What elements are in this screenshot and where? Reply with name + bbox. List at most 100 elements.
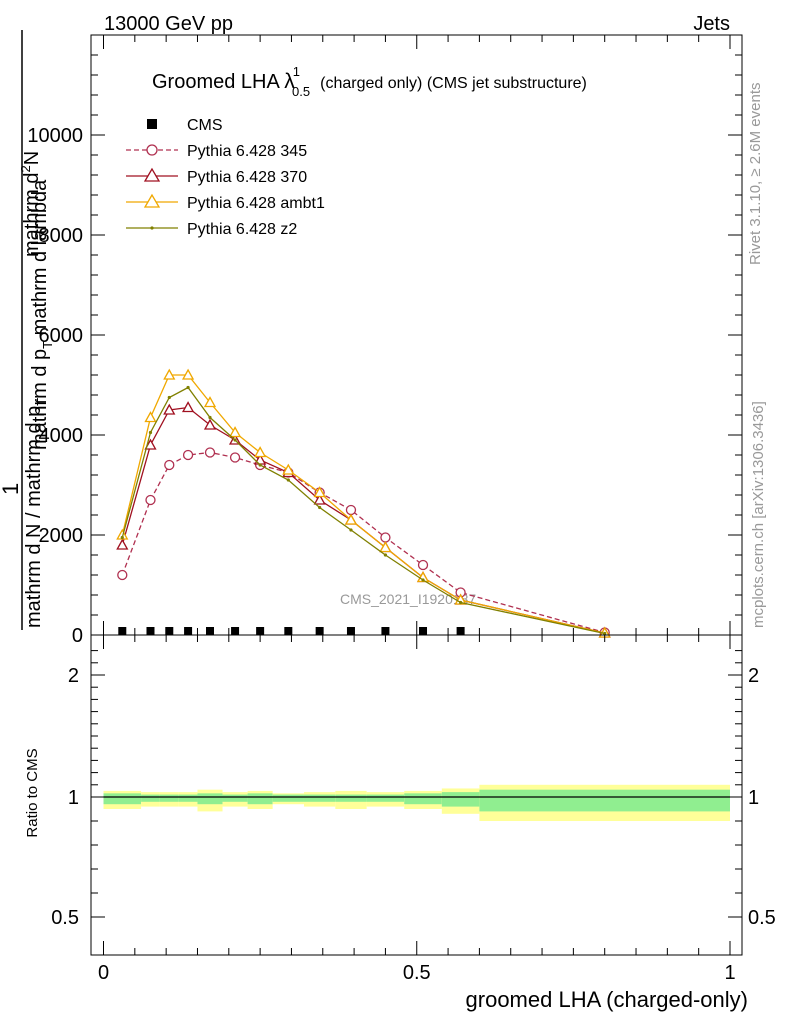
series-point-z2	[148, 430, 153, 435]
ratio-band-inner	[159, 794, 179, 802]
main-ytick-label: 8000	[39, 225, 84, 247]
main-ytick-label: 2000	[39, 525, 84, 547]
series-point-z2	[459, 600, 463, 605]
legend-label-cms: CMS	[187, 117, 223, 134]
ratio-band-inner	[197, 793, 223, 805]
ratio-band-inner	[247, 793, 273, 805]
series-point-ambt1	[344, 513, 358, 525]
ratio-band-inner	[404, 793, 442, 805]
series-point-cms	[346, 627, 355, 635]
ratio-ytick-label-right: 0.5	[748, 907, 776, 929]
series-point-cms	[284, 627, 293, 635]
series-point-z2	[258, 463, 262, 467]
main-ytick-label: 6000	[39, 325, 84, 347]
ylabel-one: 1	[0, 483, 23, 495]
ylabel-num1: mathrm d2N	[18, 151, 43, 257]
x-tick-label: 1	[724, 962, 735, 984]
series-point-z2	[120, 535, 124, 540]
series-point-z2	[603, 631, 607, 636]
series-point-ambt1	[203, 396, 217, 408]
ratio-band-inner	[366, 794, 405, 802]
legend-label-p345: Pythia 6.428 345	[187, 143, 307, 160]
series-point-p345	[229, 452, 241, 463]
series-point-z2	[233, 438, 237, 442]
ylabel-num2: mathrm d N / mathrm d pT	[23, 398, 49, 628]
ratio-ytick-label: 1	[68, 787, 79, 809]
series-point-cms	[206, 627, 215, 635]
series-point-p345	[204, 447, 216, 458]
header-right: Jets	[693, 13, 730, 35]
series-point-cms	[118, 627, 127, 635]
series-point-z2	[349, 528, 353, 532]
series-point-p345	[345, 504, 357, 516]
ratio-band-inner	[103, 793, 142, 805]
plot-title: Groomed LHA λ1 0.5 (charged only) (CMS jet…	[152, 64, 587, 99]
y-axis-label-main: 1 mathrm d2N mathrm d pT mathrm d lambda…	[0, 30, 55, 630]
legend-label-z2: Pythia 6.428 z2	[187, 221, 297, 238]
series-point-z2	[167, 395, 171, 400]
series-point-cms	[315, 627, 324, 635]
side-label-top: Rivet 3.1.10, ≥ 2.6M events	[747, 83, 764, 266]
series-point-p345	[117, 569, 128, 581]
series-point-cms	[419, 627, 428, 635]
series-point-ambt1	[313, 486, 326, 498]
legend-marker-ambt1	[143, 193, 161, 208]
legend-marker-cms	[147, 119, 157, 129]
main-panel: 0 2000 4000 6000 8000 10000 CMS_2021_I1920187…	[27, 34, 743, 647]
series-point-cms	[165, 627, 174, 635]
series-point-p345	[380, 532, 391, 543]
series-point-cms	[146, 627, 155, 635]
legend-marker-z2	[150, 226, 154, 230]
legend-label-ambt1: Pythia 6.428 ambt1	[187, 195, 325, 212]
series-point-ambt1	[144, 411, 157, 423]
series-point-z2	[286, 478, 290, 482]
series-point-p370	[181, 401, 195, 413]
series-point-cms	[231, 627, 240, 635]
series-point-ambt1	[379, 541, 392, 553]
legend-marker-p345	[146, 144, 158, 156]
legend-label-p370: Pythia 6.428 370	[187, 169, 307, 186]
series-point-ambt1	[282, 463, 295, 475]
series-point-cms	[381, 627, 390, 635]
series-point-z2	[318, 505, 322, 510]
series-point-p345	[164, 459, 175, 471]
main-ytick-label: 0	[72, 625, 83, 647]
series-point-p345	[417, 559, 429, 571]
series-point-ambt1	[228, 426, 242, 438]
series-point-p370	[116, 538, 129, 550]
main-ytick-label: 4000	[39, 425, 84, 447]
ratio-ytick-label-right: 2	[748, 665, 759, 687]
x-tick-label: 0.5	[403, 962, 431, 984]
main-ytick-label: 10000	[27, 125, 83, 147]
series-point-z2	[186, 385, 190, 390]
ratio-ytick-label-right: 1	[748, 787, 759, 809]
ratio-band-inner	[441, 792, 480, 807]
legend: CMS Pythia 6.428 345 Pythia 6.428 370 Pythi…	[126, 117, 325, 238]
watermark: CMS_2021_I1920187	[340, 591, 476, 607]
series-point-p370	[313, 493, 326, 505]
ratio-band-inner	[335, 794, 367, 802]
series-point-p370	[144, 438, 157, 450]
series-point-ambt1	[181, 368, 195, 380]
ratio-ticks: 0.5 0.5 1 1 2 2 0 0.5 1	[51, 635, 776, 984]
series-point-p370	[203, 418, 217, 430]
ratio-ytick-label: 2	[68, 665, 79, 687]
ratio-band-inner	[272, 794, 304, 802]
series-point-z2	[421, 578, 425, 582]
ratio-band-inner	[178, 794, 198, 802]
series-point-z2	[383, 553, 388, 557]
ratio-band-inner	[141, 794, 160, 802]
series-point-z2	[208, 415, 212, 420]
series-point-p345	[182, 449, 194, 461]
ratio-band-inner	[222, 794, 248, 802]
main-ticks: 0 2000 4000 6000 8000 10000	[27, 35, 742, 647]
series-point-cms	[456, 627, 465, 635]
x-tick-label: 0	[98, 962, 109, 984]
header-left: 13000 GeV pp	[104, 13, 233, 35]
main-series	[116, 368, 611, 638]
series-point-ambt1	[163, 368, 176, 380]
series-point-cms	[184, 627, 193, 635]
ratio-panel: 0.5 0.5 1 1 2 2 0 0.5 1	[51, 634, 776, 984]
x-axis-label: groomed LHA (charged-only)	[466, 987, 748, 1012]
